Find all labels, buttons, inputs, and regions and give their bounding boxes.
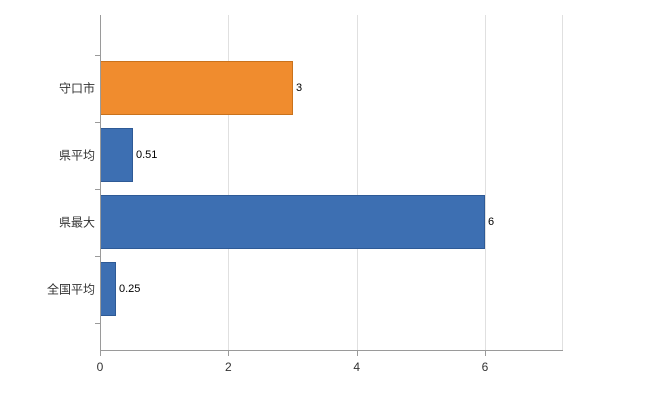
y-axis-tick <box>95 188 100 190</box>
plot-right-border <box>562 15 563 350</box>
y-axis-tick <box>95 54 100 56</box>
x-axis-tick <box>100 351 101 356</box>
value-label: 0.51 <box>136 149 158 161</box>
x-axis-tick <box>485 351 486 356</box>
x-tick-label: 2 <box>224 360 232 374</box>
data-bar[interactable] <box>100 61 293 115</box>
x-axis-tick <box>228 351 230 356</box>
value-label: 6 <box>488 216 495 228</box>
value-label: 3 <box>296 82 303 94</box>
x-tick-label: 6 <box>481 360 489 374</box>
data-bar[interactable] <box>100 195 485 249</box>
data-bar[interactable] <box>100 262 116 316</box>
y-axis-tick <box>95 322 100 324</box>
x-gridline <box>228 15 230 350</box>
value-label: 0.25 <box>119 283 141 295</box>
x-axis-line <box>100 350 563 351</box>
y-axis-tick <box>95 121 100 123</box>
data-bar[interactable] <box>100 128 133 182</box>
x-tick-label: 0 <box>96 360 104 374</box>
y-axis-line <box>100 15 101 350</box>
category-label: 全国平均 <box>46 282 95 297</box>
category-label: 守口市 <box>58 81 95 96</box>
category-label: 県平均 <box>58 148 95 163</box>
x-gridline <box>356 15 358 350</box>
x-tick-label: 4 <box>353 360 360 374</box>
x-axis-tick <box>356 351 358 356</box>
y-axis-tick <box>95 255 100 257</box>
x-gridline <box>485 15 486 350</box>
category-label: 県最大 <box>58 215 95 230</box>
